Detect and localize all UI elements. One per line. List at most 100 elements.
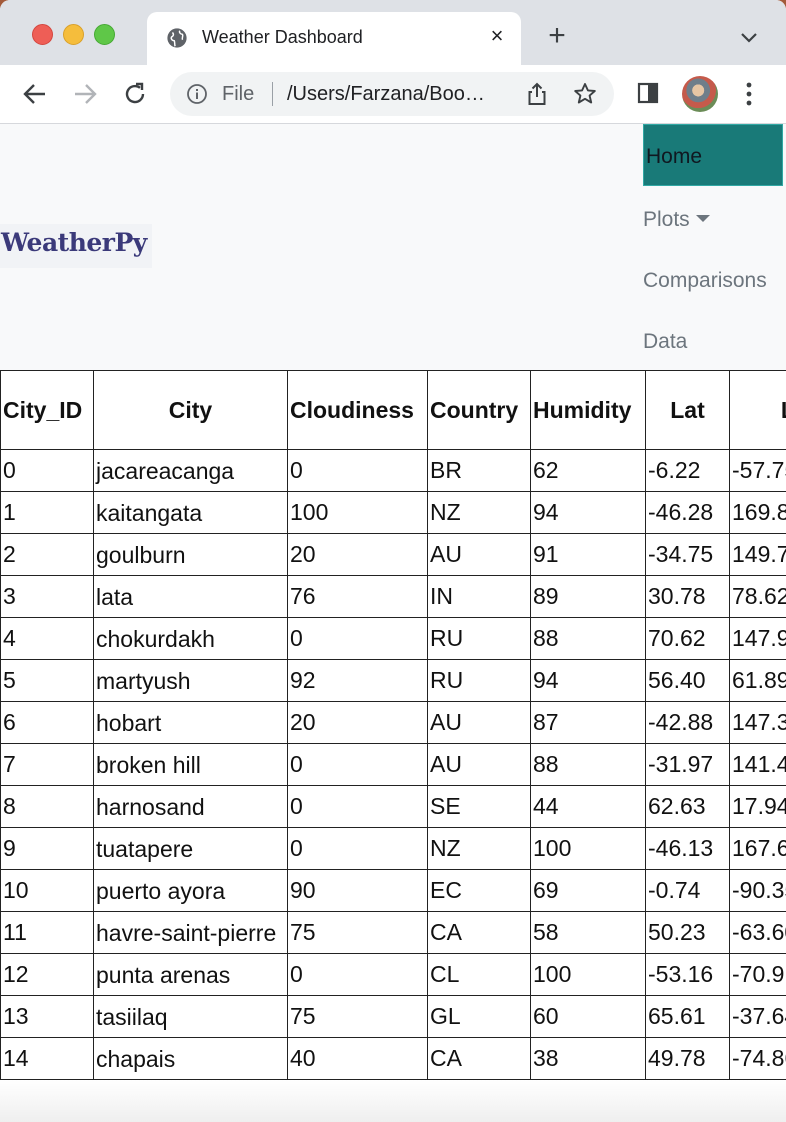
info-icon[interactable] — [186, 83, 208, 105]
table-cell: 100 — [287, 491, 428, 534]
minimize-window-button[interactable] — [63, 24, 84, 45]
table-cell: hobart — [93, 701, 288, 744]
nav-data[interactable]: Data — [643, 330, 688, 353]
table-cell: punta arenas — [93, 953, 288, 996]
table-cell: -34.75 — [645, 533, 730, 576]
table-cell: 75 — [287, 911, 428, 954]
nav-plots-label: Plots — [643, 208, 690, 231]
close-window-button[interactable] — [32, 24, 53, 45]
table-cell: SE — [427, 785, 531, 828]
table-cell: 167.68 — [729, 827, 786, 870]
table-cell: -46.28 — [645, 491, 730, 534]
tab-weather-dashboard[interactable]: Weather Dashboard × — [147, 12, 521, 65]
table-cell: tasiilaq — [93, 995, 288, 1038]
table-cell: lata — [93, 575, 288, 618]
weather-data-table: City_IDCityCloudinessCountryHumidityLatL… — [0, 370, 786, 1080]
table-cell: 62.63 — [645, 785, 730, 828]
table-cell: 92 — [287, 659, 428, 702]
table-cell: 91 — [530, 533, 646, 576]
nav-home[interactable]: Home — [643, 124, 783, 186]
table-cell: 1 — [0, 491, 94, 534]
more-menu-icon[interactable] — [738, 79, 760, 109]
table-cell: -46.13 — [645, 827, 730, 870]
table-row: 8 harnosand 0 SE 44 62.63 17.94 — [0, 785, 786, 828]
new-tab-button[interactable]: + — [548, 19, 566, 52]
table-cell: RU — [427, 659, 531, 702]
table-cell: 78.62 — [729, 575, 786, 618]
url-text[interactable]: /Users/Farzana/Boo… — [287, 83, 485, 105]
table-cell: 38 — [530, 1037, 646, 1080]
forward-arrow-icon[interactable] — [70, 79, 100, 109]
table-cell: 12 — [0, 953, 94, 996]
table-cell: 11 — [0, 911, 94, 954]
table-cell: puerto ayora — [93, 869, 288, 912]
profile-avatar[interactable] — [682, 76, 718, 112]
table-cell: -6.22 — [645, 449, 730, 492]
table-cell: 147.92 — [729, 617, 786, 660]
table-cell: 6 — [0, 701, 94, 744]
table-cell: 56.40 — [645, 659, 730, 702]
table-cell: martyush — [93, 659, 288, 702]
table-cell: 3 — [0, 575, 94, 618]
table-cell: 0 — [0, 449, 94, 492]
table-cell: 65.61 — [645, 995, 730, 1038]
table-cell: 7 — [0, 743, 94, 786]
table-cell: 0 — [287, 785, 428, 828]
table-cell: AU — [427, 533, 531, 576]
table-cell: 0 — [287, 617, 428, 660]
table-cell: kaitangata — [93, 491, 288, 534]
column-header: Lat — [645, 370, 730, 450]
side-panel-icon[interactable] — [636, 81, 660, 105]
chevron-down-icon[interactable] — [738, 26, 760, 48]
table-cell: 20 — [287, 701, 428, 744]
zoom-window-button[interactable] — [94, 24, 115, 45]
table-cell: 10 — [0, 869, 94, 912]
table-row: 5 martyush 92 RU 94 56.40 61.89 — [0, 659, 786, 702]
table-cell: 30.78 — [645, 575, 730, 618]
table-cell: 147.33 — [729, 701, 786, 744]
tab-strip: Weather Dashboard × + — [0, 0, 786, 65]
table-cell: chokurdakh — [93, 617, 288, 660]
table-cell: RU — [427, 617, 531, 660]
table-cell: 69 — [530, 869, 646, 912]
table-cell: 49.78 — [645, 1037, 730, 1080]
table-cell: GL — [427, 995, 531, 1038]
table-cell: 62 — [530, 449, 646, 492]
column-header: Lng — [729, 370, 786, 450]
close-tab-icon[interactable]: × — [490, 23, 504, 48]
nav-plots-dropdown[interactable]: Plots — [643, 208, 710, 232]
url-scheme-label: File — [222, 83, 255, 105]
table-cell: NZ — [427, 827, 531, 870]
bookmark-star-icon[interactable] — [572, 81, 598, 107]
table-cell: 169.85 — [729, 491, 786, 534]
table-cell: IN — [427, 575, 531, 618]
table-cell: 90 — [287, 869, 428, 912]
address-bar[interactable]: File /Users/Farzana/Boo… — [170, 72, 614, 116]
table-cell: 94 — [530, 659, 646, 702]
back-arrow-icon[interactable] — [20, 79, 50, 109]
table-cell: -31.97 — [645, 743, 730, 786]
brand-logo[interactable]: WeatherPy — [0, 224, 152, 268]
table-cell: 0 — [287, 827, 428, 870]
table-cell: 76 — [287, 575, 428, 618]
nav-comparisons[interactable]: Comparisons — [643, 269, 767, 292]
table-cell: CA — [427, 911, 531, 954]
caret-down-icon — [695, 214, 710, 222]
table-cell: 75 — [287, 995, 428, 1038]
table-cell: 40 — [287, 1037, 428, 1080]
table-cell: 61.89 — [729, 659, 786, 702]
table-cell: harnosand — [93, 785, 288, 828]
reload-icon[interactable] — [120, 79, 150, 109]
table-cell: 0 — [287, 743, 428, 786]
table-cell: 2 — [0, 533, 94, 576]
share-icon[interactable] — [524, 81, 550, 107]
